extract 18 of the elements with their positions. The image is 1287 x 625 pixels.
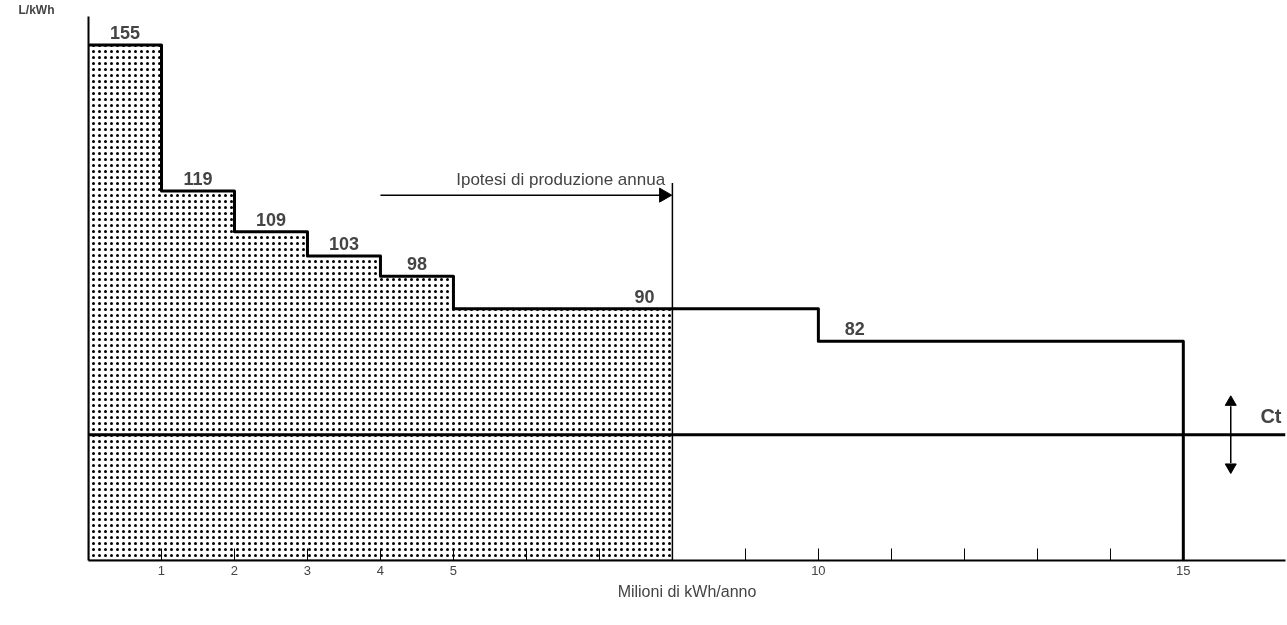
data-label: 90 — [634, 286, 655, 307]
x-tick-label: 15 — [1176, 562, 1191, 578]
ref-line-label: Ct — [1260, 404, 1282, 427]
data-label: 119 — [183, 169, 213, 190]
data-label: 155 — [109, 22, 141, 43]
x-tick-label: 10 — [811, 562, 826, 578]
annotation: Ipotesi di produzione annua — [456, 170, 666, 190]
x-tick-label: 5 — [449, 562, 458, 578]
x-tick-label: 1 — [157, 562, 166, 578]
data-label: 103 — [328, 234, 359, 255]
data-label: 98 — [406, 254, 427, 275]
y-axis-title: L/kWh — [18, 2, 55, 17]
x-tick-label: 4 — [376, 562, 385, 578]
data-label: 82 — [844, 319, 865, 340]
x-axis-title: Milioni di kWh/anno — [617, 582, 757, 600]
x-tick-label: 3 — [303, 562, 312, 578]
x-tick-label: 2 — [230, 562, 239, 578]
data-label: 109 — [255, 209, 286, 230]
